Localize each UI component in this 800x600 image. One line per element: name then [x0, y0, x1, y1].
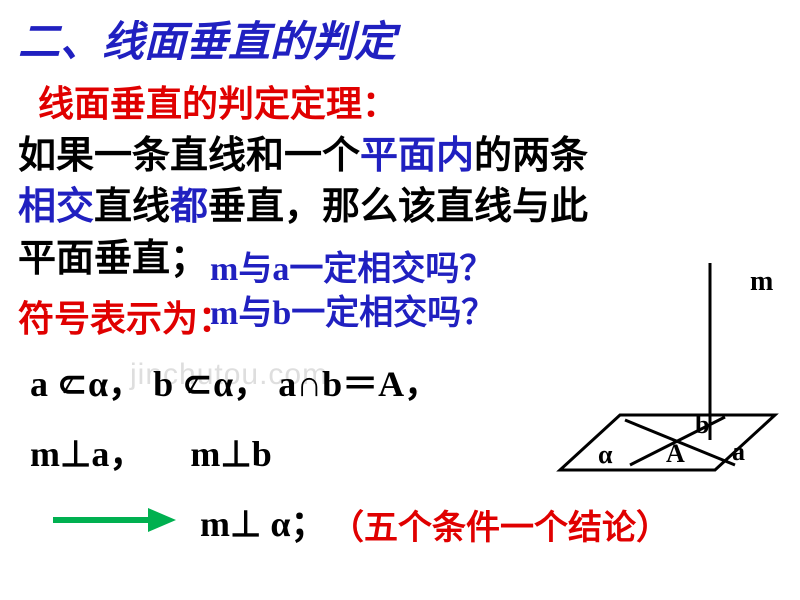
questions: m与a一定相交吗？ m与b一定相交吗？ [210, 248, 495, 336]
text: 的两条 [474, 135, 588, 177]
math-conclusion: m⊥ α； [200, 495, 326, 547]
arrow-icon [48, 500, 178, 540]
label-A: A [666, 439, 685, 468]
text-blue: 都 [170, 186, 208, 228]
geometry-diagram: m b a A α [540, 255, 780, 495]
note: （五个条件一个结论） [330, 500, 670, 549]
text: 平面垂直； [18, 238, 208, 280]
theorem-label: 线面垂直的判定定理： [38, 75, 782, 127]
slide: 二、线面垂直的判定 线面垂直的判定定理： 如果一条直线和一个平面内的两条 相交直… [0, 0, 800, 600]
label-a: a [732, 437, 745, 466]
label-b: b [695, 410, 709, 439]
text-blue: 相交 [18, 186, 94, 228]
math-line-2: m⊥a， m⊥b [30, 425, 272, 477]
label-m: m [750, 266, 773, 297]
question-1: m与a一定相交吗？ [210, 248, 495, 292]
intersect: a∩b＝A， [278, 364, 440, 404]
subset-symbol: ⊂ [182, 363, 204, 405]
text: 如果一条直线和一个 [18, 135, 360, 177]
question-2: m与b一定相交吗？ [210, 292, 495, 336]
math-line-1: a ⊂ α， b ⊂ α， a∩b＝A， [30, 355, 440, 407]
text-blue: 平面内 [360, 135, 474, 177]
alpha: α， [213, 364, 269, 404]
alpha: α， [88, 364, 144, 404]
subset-symbol: ⊂ [57, 363, 79, 405]
symbol-label: 符号表示为： [18, 290, 234, 342]
label-alpha: α [598, 440, 613, 469]
text: 直线 [94, 186, 170, 228]
text: 垂直，那么该直线与此 [208, 186, 588, 228]
var-a: a [30, 364, 48, 404]
section-title: 二、线面垂直的判定 [18, 8, 782, 69]
var-b: b [153, 364, 173, 404]
